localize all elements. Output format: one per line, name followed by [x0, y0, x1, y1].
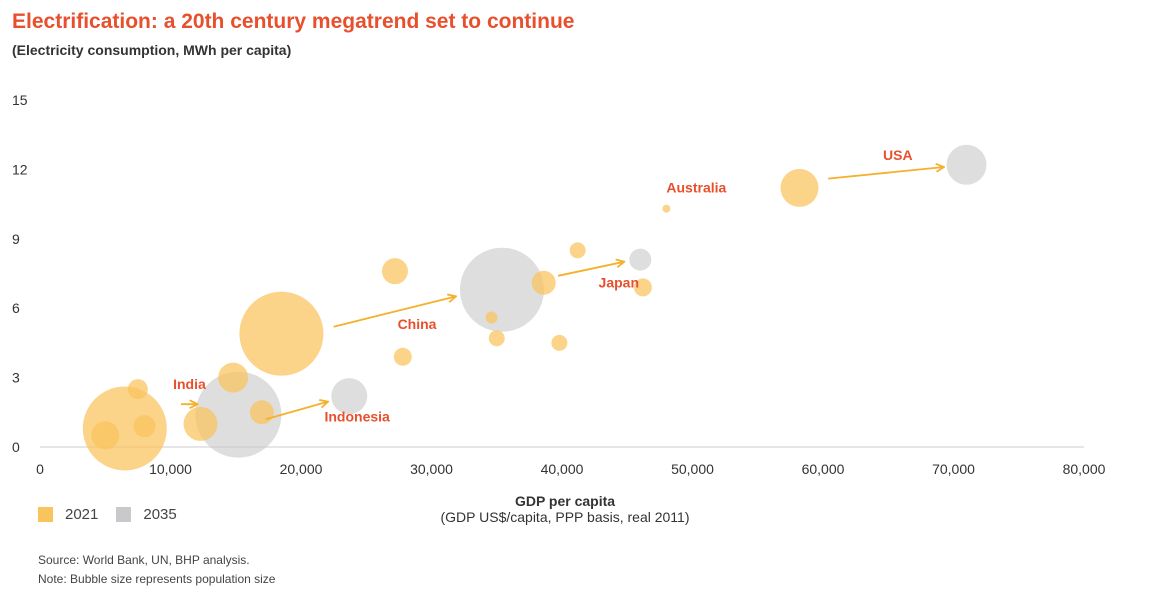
bubble-2035: [629, 248, 652, 271]
x-tick-label: 50,000: [671, 461, 714, 477]
x-tick-label: 30,000: [410, 461, 453, 477]
country-label: India: [173, 376, 206, 392]
country-label: China: [398, 316, 437, 332]
chart-title: Electrification: a 20th century megatren…: [12, 10, 575, 33]
bubble-2021: [183, 406, 218, 441]
bubble-2021: [381, 258, 408, 285]
annotations-layer: India Indonesia China Japan Australia USA: [173, 147, 912, 424]
x-tick-label: 20,000: [280, 461, 323, 477]
bubble-2021: [393, 347, 412, 366]
x-tick-label: 10,000: [149, 461, 192, 477]
x-tick-label: 0: [36, 461, 44, 477]
bubble-2021: [485, 311, 498, 324]
growth-arrow: [265, 402, 327, 421]
bubble-2021: [218, 362, 249, 393]
bubble-2035: [331, 378, 368, 415]
bubble-2021: [531, 270, 556, 295]
x-tick-label: 40,000: [541, 461, 584, 477]
x-tick-label: 70,000: [932, 461, 975, 477]
legend-item-2035: 2035: [116, 506, 177, 523]
source-note: Source: World Bank, UN, BHP analysis.: [38, 553, 250, 567]
y-tick-label: 3: [12, 370, 20, 386]
bubbles-layer: [82, 144, 987, 471]
legend-label-2035: 2035: [143, 506, 177, 523]
chart-subtitle: (Electricity consumption, MWh per capita…: [12, 42, 292, 58]
country-label: Australia: [666, 180, 726, 196]
legend-swatch-2035: [116, 507, 132, 522]
bubble-2021: [133, 415, 156, 438]
country-label: Japan: [599, 274, 639, 290]
country-label: Indonesia: [324, 409, 390, 425]
bubble-2021: [488, 330, 505, 347]
growth-arrow: [828, 167, 943, 180]
bubble-2021: [569, 242, 586, 259]
y-tick-label: 9: [12, 231, 20, 247]
legend-item-2021: 2021: [38, 506, 98, 523]
bubble-2021: [780, 168, 819, 207]
legend-swatch-2021: [38, 507, 53, 522]
bubble-2035: [195, 371, 282, 458]
y-tick-label: 15: [12, 92, 28, 108]
y-tick-label: 6: [12, 300, 20, 316]
bubble-2035: [459, 247, 544, 332]
growth-arrow: [557, 262, 623, 277]
x-axis-title: GDP per capita (GDP US$/capita, PPP basi…: [400, 493, 730, 525]
bubble-2021: [127, 379, 148, 400]
x-axis-label: GDP per capita: [514, 493, 616, 509]
bubble-2021: [249, 400, 274, 425]
x-tick-label: 60,000: [802, 461, 845, 477]
country-label: USA: [883, 147, 913, 163]
population-note: Note: Bubble size represents population …: [38, 572, 276, 586]
arrows-layer: [180, 167, 943, 421]
bubble-2021: [91, 421, 120, 450]
x-tick-label: 80,000: [1063, 461, 1106, 477]
axes-layer: 0 3 6 9 12 15 0 10,000 20,000 30,000 40,000 50,000 6…: [12, 92, 1106, 477]
y-tick-label: 12: [12, 161, 28, 177]
bubble-2021: [239, 291, 324, 376]
bubble-2021: [633, 278, 652, 297]
growth-arrow: [333, 297, 455, 328]
bubble-2021: [82, 386, 167, 471]
bubble-2021: [662, 204, 671, 213]
x-axis-sublabel: (GDP US$/capita, PPP basis, real 2011): [440, 509, 690, 525]
bubble-2021: [551, 334, 568, 351]
legend: 2021 2035: [38, 506, 195, 523]
legend-label-2021: 2021: [65, 506, 99, 523]
bubble-2035: [946, 144, 987, 185]
y-tick-label: 0: [12, 439, 20, 455]
